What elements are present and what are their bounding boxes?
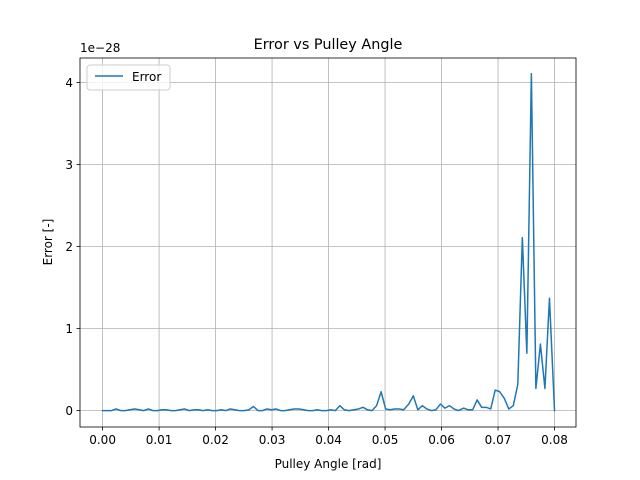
ticks: 0.00 0.01 0.02 0.03 0.04 0.05 0.06 0.07 0.08 0 1 2 3… bbox=[65, 76, 568, 447]
axes-frame bbox=[79, 57, 577, 428]
series-layer bbox=[101, 72, 556, 412]
y-tick-label: 0 bbox=[65, 404, 73, 418]
x-tick-label: 0.04 bbox=[315, 433, 342, 447]
chart-title: Error vs Pulley Angle bbox=[254, 37, 403, 53]
y-tick-label: 2 bbox=[65, 240, 73, 254]
y-tick-label: 3 bbox=[65, 158, 73, 172]
legend: Error bbox=[86, 64, 171, 91]
x-tick-label: 0.02 bbox=[202, 433, 229, 447]
x-tick-label: 0.00 bbox=[89, 433, 116, 447]
y-offset-label: 1e−28 bbox=[80, 41, 120, 55]
x-tick-label: 0.05 bbox=[372, 433, 399, 447]
legend-label: Error bbox=[132, 70, 161, 84]
x-tick-label: 0.06 bbox=[428, 433, 455, 447]
x-tick-label: 0.08 bbox=[541, 433, 568, 447]
x-tick-label: 0.07 bbox=[485, 433, 512, 447]
x-axis-label: Pulley Angle [rad] bbox=[275, 457, 382, 471]
y-tick-label: 4 bbox=[65, 76, 73, 90]
axes-background bbox=[80, 58, 576, 427]
legend-box bbox=[86, 64, 171, 91]
x-tick-label: 0.03 bbox=[259, 433, 286, 447]
x-tick-label: 0.01 bbox=[146, 433, 173, 447]
y-axis-label: Error [-] bbox=[41, 219, 55, 266]
y-tick-label: 1 bbox=[65, 322, 73, 336]
series-line-error bbox=[101, 72, 556, 412]
